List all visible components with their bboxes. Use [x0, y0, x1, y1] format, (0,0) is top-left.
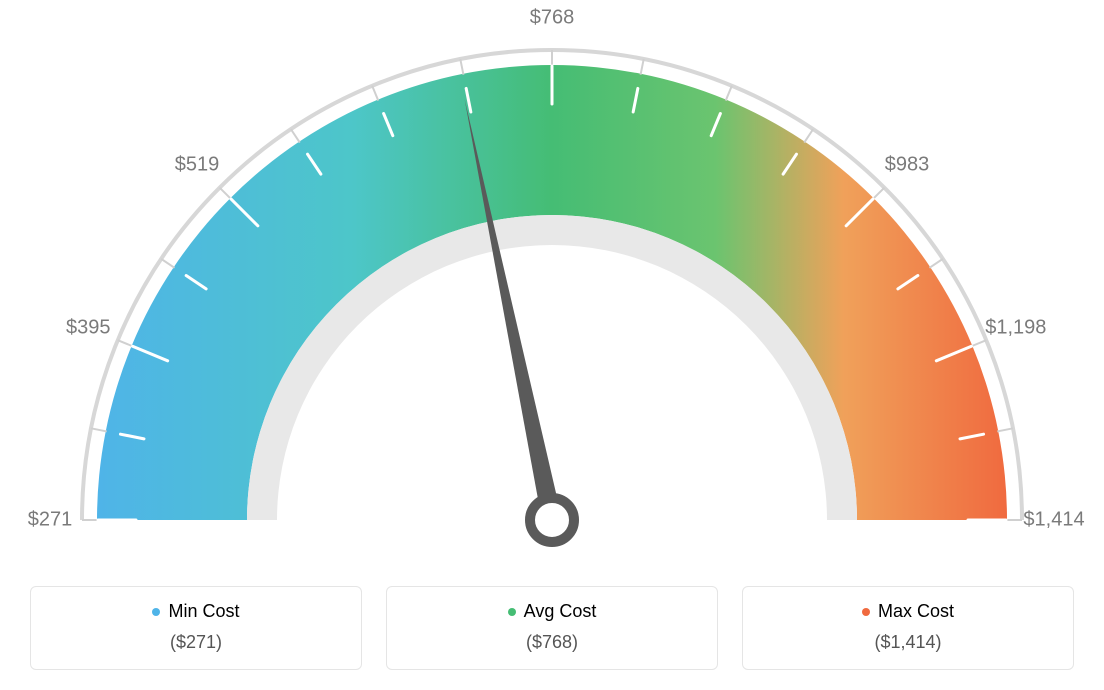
- dot-icon: [862, 608, 870, 616]
- gauge-tick-label: $395: [66, 316, 111, 339]
- legend-max-value: ($1,414): [743, 632, 1073, 653]
- legend-max-text: Max Cost: [878, 601, 954, 622]
- legend-label-min: Min Cost: [152, 601, 239, 622]
- legend-min-text: Min Cost: [168, 601, 239, 622]
- gauge-tick-label: $519: [175, 154, 220, 177]
- legend-min-value: ($271): [31, 632, 361, 653]
- gauge-chart: $271 $395 $519 $768 $983 $1,198 $1,414: [0, 0, 1104, 560]
- gauge-tick-label: $983: [885, 154, 930, 177]
- dot-icon: [152, 608, 160, 616]
- legend-card-avg: Avg Cost ($768): [386, 586, 718, 670]
- gauge-tick-label: $271: [28, 509, 73, 532]
- legend-avg-value: ($768): [387, 632, 717, 653]
- legend-row: Min Cost ($271) Avg Cost ($768) Max Cost…: [30, 586, 1074, 670]
- gauge-svg: [0, 0, 1104, 560]
- dot-icon: [508, 608, 516, 616]
- legend-card-max: Max Cost ($1,414): [742, 586, 1074, 670]
- legend-card-min: Min Cost ($271): [30, 586, 362, 670]
- gauge-tick-label: $768: [530, 7, 575, 30]
- legend-label-avg: Avg Cost: [508, 601, 597, 622]
- legend-avg-text: Avg Cost: [524, 601, 597, 622]
- gauge-tick-label: $1,414: [1023, 509, 1084, 532]
- gauge-tick-label: $1,198: [985, 316, 1046, 339]
- legend-label-max: Max Cost: [862, 601, 954, 622]
